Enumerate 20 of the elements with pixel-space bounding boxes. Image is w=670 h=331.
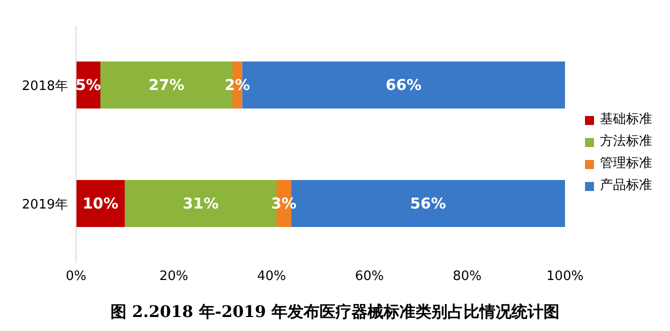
x-tick-label: 20%: [159, 269, 188, 284]
legend-label: 基础标准: [600, 111, 652, 129]
y-tick-label: 2018年: [22, 78, 68, 94]
data-label: 27%: [148, 76, 184, 94]
x-tick-label: 0%: [66, 269, 86, 284]
data-label: 10%: [82, 194, 118, 213]
x-tick-label: 80%: [452, 269, 482, 284]
x-tick-label: 100%: [546, 269, 584, 284]
data-label: 56%: [410, 194, 446, 213]
data-label: 5%: [75, 76, 101, 94]
legend-label: 产品标准: [600, 177, 652, 195]
x-tick-label: 40%: [257, 269, 286, 284]
text: 图 2.2018 年-2019 年发布医疗器械标准类别占比情况统计图: [109, 302, 561, 323]
legend-label: 管理标准: [600, 155, 652, 173]
y-tick-label: 2019年: [22, 197, 68, 212]
bar: [76, 180, 125, 228]
legend-label: 方法标准: [600, 133, 652, 151]
data-label: 66%: [386, 76, 422, 94]
x-tick-label: 60%: [354, 269, 384, 284]
data-label: 31%: [182, 194, 219, 213]
